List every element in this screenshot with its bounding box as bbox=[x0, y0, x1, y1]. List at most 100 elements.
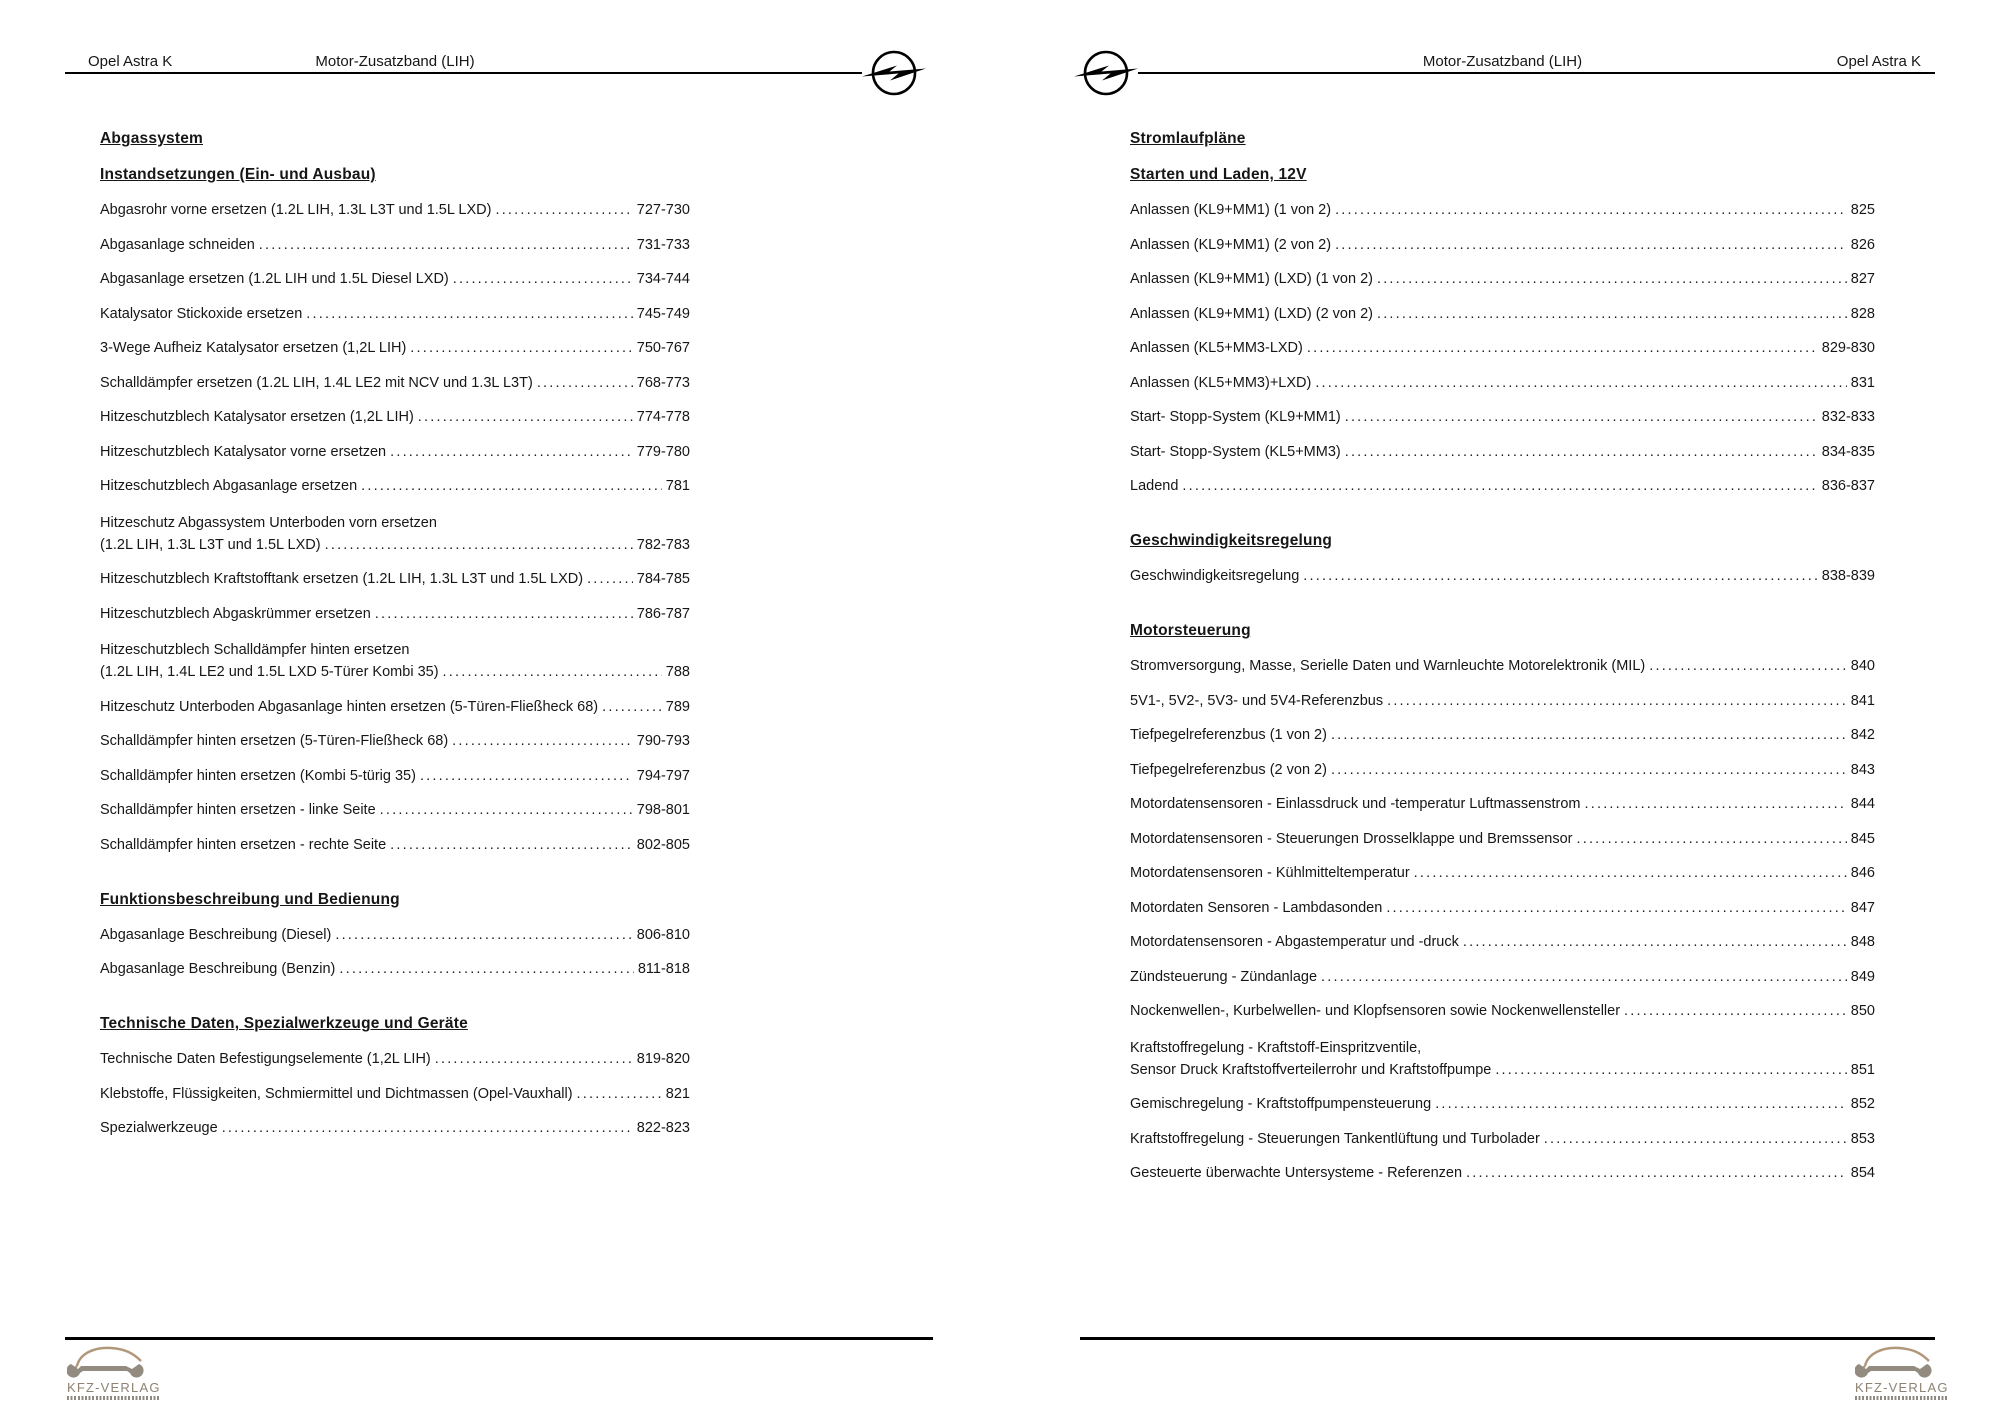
toc-entry-pages: 829-830 bbox=[1821, 340, 1875, 356]
dot-leader bbox=[222, 1118, 633, 1139]
toc-entry-pages: 844 bbox=[1850, 796, 1875, 812]
toc-entry-pages: 832-833 bbox=[1821, 409, 1875, 425]
dot-leader bbox=[1377, 269, 1847, 290]
toc-entry-pages: 822-823 bbox=[636, 1120, 690, 1136]
dot-leader bbox=[1315, 373, 1846, 394]
toc-entry-label: Technische Daten Befestigungselemente (1… bbox=[100, 1051, 431, 1067]
toc-entry: Abgasanlage Beschreibung (Diesel) 806-810 bbox=[100, 925, 690, 946]
toc-entry-pages: 854 bbox=[1850, 1165, 1875, 1181]
dot-leader bbox=[602, 697, 662, 718]
toc-entry-label: Schalldämpfer hinten ersetzen - linke Se… bbox=[100, 802, 376, 818]
dot-leader bbox=[1335, 235, 1847, 256]
toc-entry-label: Stromversorgung, Masse, Serielle Daten u… bbox=[1130, 658, 1646, 674]
toc-section: Stromlaufpläne bbox=[1130, 128, 1875, 149]
toc-entry-label: Start- Stopp-System (KL9+MM1) bbox=[1130, 409, 1341, 425]
toc-entry-label: Hitzeschutzblech Katalysator vorne erset… bbox=[100, 443, 387, 460]
toc-entry-label: Zündsteuerung - Zündanlage bbox=[1130, 968, 1318, 985]
toc-entry-row: Tiefpegelreferenzbus (2 von 2) 843 bbox=[1130, 760, 1875, 781]
toc-entry: Hitzeschutzblech Schalldämpfer hinten er… bbox=[100, 638, 690, 683]
toc-entry-row: Hitzeschutzblech Kraftstofftank ersetzen… bbox=[100, 569, 690, 590]
toc-entry-pages: 852 bbox=[1850, 1096, 1875, 1112]
toc-entry-pages: 727-730 bbox=[636, 202, 690, 218]
dot-leader bbox=[577, 1084, 662, 1105]
section-heading: Geschwindigkeitsregelung bbox=[1130, 532, 1333, 549]
toc-entry-label: Spezialwerkzeuge bbox=[100, 1120, 218, 1136]
toc-entry-pages: 853 bbox=[1850, 1130, 1875, 1147]
dot-leader bbox=[1345, 442, 1818, 463]
toc-entry: Stromversorgung, Masse, Serielle Daten u… bbox=[1130, 656, 1875, 677]
toc-entry-label-line1: Hitzeschutz Abgassystem Unterboden vorn … bbox=[100, 514, 437, 531]
dot-leader bbox=[390, 442, 633, 463]
toc-entry-label: (1.2L LIH, 1.3L L3T und 1.5L LXD) bbox=[100, 536, 321, 553]
toc-entry: Zündsteuerung - Zündanlage 849 bbox=[1130, 967, 1875, 988]
toc-entry: Schalldämpfer hinten ersetzen (Kombi 5-t… bbox=[100, 766, 690, 787]
kfz-verlag-car-wrench-icon bbox=[66, 1346, 144, 1378]
toc-entry: Hitzeschutzblech Kraftstofftank ersetzen… bbox=[100, 569, 690, 590]
left-page-toc: Abgassystem Instandsetzungen (Ein- und Au… bbox=[100, 128, 690, 1139]
toc-entry-row: Motordatensensoren - Kühlmitteltemperatu… bbox=[1130, 863, 1875, 884]
toc-entry: Hitzeschutz Unterboden Abgasanlage hinte… bbox=[100, 697, 690, 718]
toc-entry-pages: 846 bbox=[1850, 865, 1875, 881]
kfz-verlag-logo: KFZ-VERLAG bbox=[1854, 1344, 1955, 1400]
right-page-header: Motor-Zusatzband (LIH) Opel Astra K bbox=[1074, 28, 1935, 99]
toc-entry-row: Kraftstoffregelung - Steuerungen Tankent… bbox=[1130, 1129, 1875, 1150]
section-heading: Starten und Laden, 12V bbox=[1130, 166, 1307, 183]
toc-entry-pages: 851 bbox=[1850, 1061, 1875, 1078]
dot-leader bbox=[375, 604, 633, 625]
dot-leader bbox=[325, 535, 633, 556]
toc-entry-row: Schalldämpfer hinten ersetzen - rechte S… bbox=[100, 835, 690, 856]
toc-entry-row: Abgasanlage schneiden 731-733 bbox=[100, 235, 690, 256]
toc-entry-pages: 779-780 bbox=[636, 443, 690, 460]
toc-entry-row: Motordaten Sensoren - Lambdasonden 847 bbox=[1130, 898, 1875, 919]
toc-entry-row: Motordatensensoren - Steuerungen Drossel… bbox=[1130, 829, 1875, 850]
toc-entry-label: Schalldämpfer ersetzen (1.2L LIH, 1.4L L… bbox=[100, 374, 533, 391]
toc-entry-row: Hitzeschutzblech Abgasanlage ersetzen 781 bbox=[100, 476, 690, 497]
toc-entry-pages: 811-818 bbox=[637, 961, 690, 977]
toc-entry-label: Abgasanlage ersetzen (1.2L LIH und 1.5L … bbox=[100, 271, 449, 287]
toc-entry: Abgasanlage ersetzen (1.2L LIH und 1.5L … bbox=[100, 269, 690, 290]
section-heading: Motorsteuerung bbox=[1130, 622, 1251, 639]
toc-entry: Schalldämpfer hinten ersetzen - rechte S… bbox=[100, 835, 690, 856]
toc-entry-pages: 849 bbox=[1850, 968, 1875, 985]
dot-leader bbox=[1649, 656, 1847, 677]
toc-entry-pages: 806-810 bbox=[636, 926, 690, 943]
toc-entry-row: 3-Wege Aufheiz Katalysator ersetzen (1,2… bbox=[100, 338, 690, 359]
dot-leader bbox=[420, 766, 633, 787]
toc-section: Motorsteuerung Stromversorgung, Masse, Se… bbox=[1130, 620, 1875, 1184]
toc-entry-pages: 734-744 bbox=[636, 271, 690, 287]
toc-entry-row: Ladend 836-837 bbox=[1130, 476, 1875, 497]
toc-entry-row: Gemischregelung - Kraftstoffpumpensteuer… bbox=[1130, 1094, 1875, 1115]
toc-entry-pages: 784-785 bbox=[636, 571, 690, 587]
toc-entry-row: (1.2L LIH, 1.4L LE2 und 1.5L LXD 5-Türer… bbox=[100, 662, 690, 683]
toc-entry-pages: 840 bbox=[1850, 658, 1875, 674]
toc-entry-row: Abgasanlage Beschreibung (Benzin) 811-818 bbox=[100, 959, 690, 980]
toc-entry: Anlassen (KL9+MM1) (LXD) (2 von 2) 828 bbox=[1130, 304, 1875, 325]
dot-leader bbox=[1303, 566, 1818, 587]
dot-leader bbox=[1577, 829, 1847, 850]
toc-entry-row: Schalldämpfer hinten ersetzen - linke Se… bbox=[100, 800, 690, 821]
dot-leader bbox=[339, 959, 633, 980]
toc-entry-pages: 847 bbox=[1850, 899, 1875, 916]
toc-entry: Hitzeschutzblech Abgaskrümmer ersetzen 78… bbox=[100, 604, 690, 625]
toc-entry-row: Motordatensensoren - Einlassdruck und -t… bbox=[1130, 794, 1875, 815]
section-heading: Abgassystem bbox=[100, 130, 203, 147]
toc-entry: Technische Daten Befestigungselemente (1… bbox=[100, 1049, 690, 1070]
toc-entry-row: Start- Stopp-System (KL5+MM3) 834-835 bbox=[1130, 442, 1875, 463]
toc-entry-row: Sensor Druck Kraftstoffverteilerrohr und… bbox=[1130, 1060, 1875, 1081]
toc-entry-row: Anlassen (KL5+MM3)+LXD) 831 bbox=[1130, 373, 1875, 394]
right-page-toc: Stromlaufpläne Starten und Laden, 12V Anla… bbox=[1130, 128, 1875, 1184]
toc-entry: Spezialwerkzeuge 822-823 bbox=[100, 1118, 690, 1139]
toc-entry-pages: 826 bbox=[1850, 236, 1875, 253]
kfz-verlag-wordmark: KFZ-VERLAG bbox=[67, 1380, 161, 1395]
toc-entry-row: Anlassen (KL9+MM1) (LXD) (2 von 2) 828 bbox=[1130, 304, 1875, 325]
toc-entry-row: Hitzeschutz Unterboden Abgasanlage hinte… bbox=[100, 697, 690, 718]
toc-entry-pages: 821 bbox=[665, 1085, 690, 1102]
toc-entry-label: Abgasanlage schneiden bbox=[100, 236, 255, 253]
dot-leader bbox=[1466, 1163, 1847, 1184]
toc-entry-row: Klebstoffe, Flüssigkeiten, Schmiermittel… bbox=[100, 1084, 690, 1105]
toc-section: Funktionsbeschreibung und Bedienung Abgas… bbox=[100, 889, 690, 981]
toc-entry-label: Schalldämpfer hinten ersetzen - rechte S… bbox=[100, 836, 387, 853]
dot-leader bbox=[1386, 898, 1846, 919]
toc-section: Instandsetzungen (Ein- und Ausbau) Abgasr… bbox=[100, 164, 690, 856]
toc-entry: Ladend 836-837 bbox=[1130, 476, 1875, 497]
